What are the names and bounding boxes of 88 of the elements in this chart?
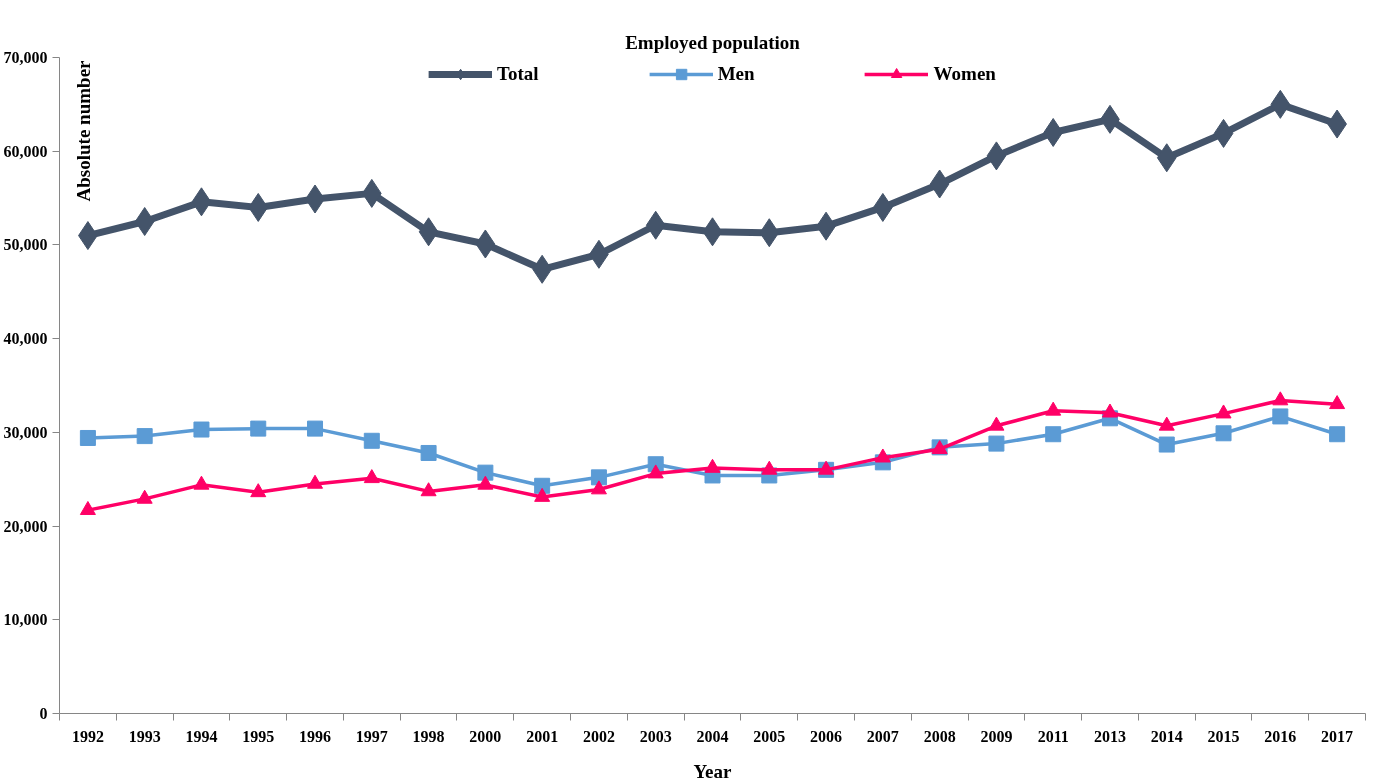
point	[1329, 426, 1346, 443]
x-tick-label: 1998	[412, 727, 445, 745]
point	[1156, 143, 1177, 173]
point	[420, 444, 437, 461]
x-tick-label: 2005	[753, 727, 786, 745]
point	[590, 480, 607, 495]
x-tick-label: 2004	[696, 727, 729, 745]
point	[1213, 118, 1234, 148]
y-tick-label: 30,000	[3, 423, 48, 441]
point	[420, 482, 437, 497]
point	[307, 420, 324, 437]
point	[1272, 408, 1289, 425]
point	[1158, 436, 1175, 453]
point	[418, 217, 439, 247]
point	[929, 169, 950, 199]
x-tick-label: 2007	[866, 727, 899, 745]
x-tick-label: 2001	[526, 727, 559, 745]
point	[704, 458, 721, 473]
point	[647, 464, 664, 479]
point	[1215, 404, 1232, 419]
x-tick-label: 2011	[1037, 727, 1069, 745]
point	[475, 229, 496, 259]
point	[874, 448, 891, 463]
point	[1045, 401, 1062, 416]
point	[193, 475, 210, 490]
y-tick-label: 10,000	[3, 611, 48, 629]
x-tick-label: 2015	[1207, 727, 1240, 745]
y-tick-label: 20,000	[3, 517, 48, 535]
x-tick-label: 1995	[242, 727, 275, 745]
point	[590, 469, 607, 486]
y-tick-label: 50,000	[3, 236, 48, 254]
point	[136, 428, 153, 445]
point	[79, 500, 96, 515]
point	[307, 474, 324, 489]
legend-label: Women	[933, 63, 996, 85]
x-tick-label: 2009	[980, 727, 1013, 745]
x-tick-label: 2003	[639, 727, 672, 745]
point	[761, 460, 778, 475]
y-tick-label: 70,000	[3, 49, 48, 66]
y-tick-label: 40,000	[3, 330, 48, 348]
point	[477, 464, 494, 481]
x-tick-label: 2016	[1264, 727, 1297, 745]
x-tick-label: 2008	[923, 727, 956, 745]
point	[1215, 425, 1232, 442]
point	[248, 192, 269, 222]
point	[702, 217, 723, 247]
y-tick-label: 0	[39, 705, 48, 722]
x-tick-label: 2013	[1093, 727, 1126, 745]
point	[361, 178, 382, 208]
point	[477, 475, 494, 490]
x-tick-label: 1997	[355, 727, 388, 745]
x-tick-label: 2000	[469, 727, 502, 745]
x-axis-title: Year	[693, 760, 733, 782]
point	[1101, 403, 1118, 418]
x-tick-label: 2002	[582, 727, 615, 745]
point	[250, 483, 267, 498]
point	[1272, 391, 1289, 406]
point	[645, 210, 666, 240]
y-tick-label: 60,000	[3, 142, 48, 160]
y-axis-title: Absolute number	[73, 59, 94, 202]
point	[988, 435, 1005, 452]
legend-label: Men	[717, 63, 755, 85]
point	[136, 489, 153, 504]
point	[759, 218, 780, 248]
chart-title: Employed population	[625, 31, 801, 53]
x-tick-label: 1993	[128, 727, 161, 745]
point	[363, 469, 380, 484]
x-tick-label: 1996	[299, 727, 332, 745]
point	[250, 420, 267, 437]
point	[363, 432, 380, 449]
point	[1329, 395, 1346, 410]
x-tick-label: 2006	[810, 727, 843, 745]
point	[134, 207, 155, 236]
point	[1270, 89, 1291, 119]
point	[1043, 117, 1064, 147]
point	[191, 187, 212, 217]
point	[534, 487, 551, 502]
x-tick-label: 2014	[1150, 727, 1183, 745]
point	[1158, 416, 1175, 431]
x-tick-label: 2017	[1321, 727, 1354, 745]
legend-label: Total	[497, 63, 539, 85]
x-tick-label: 1994	[185, 727, 218, 745]
point	[193, 421, 210, 438]
point	[79, 429, 96, 446]
x-tick-label: 1992	[71, 727, 104, 745]
point	[988, 416, 1005, 431]
point	[1045, 426, 1062, 443]
point	[986, 141, 1007, 171]
